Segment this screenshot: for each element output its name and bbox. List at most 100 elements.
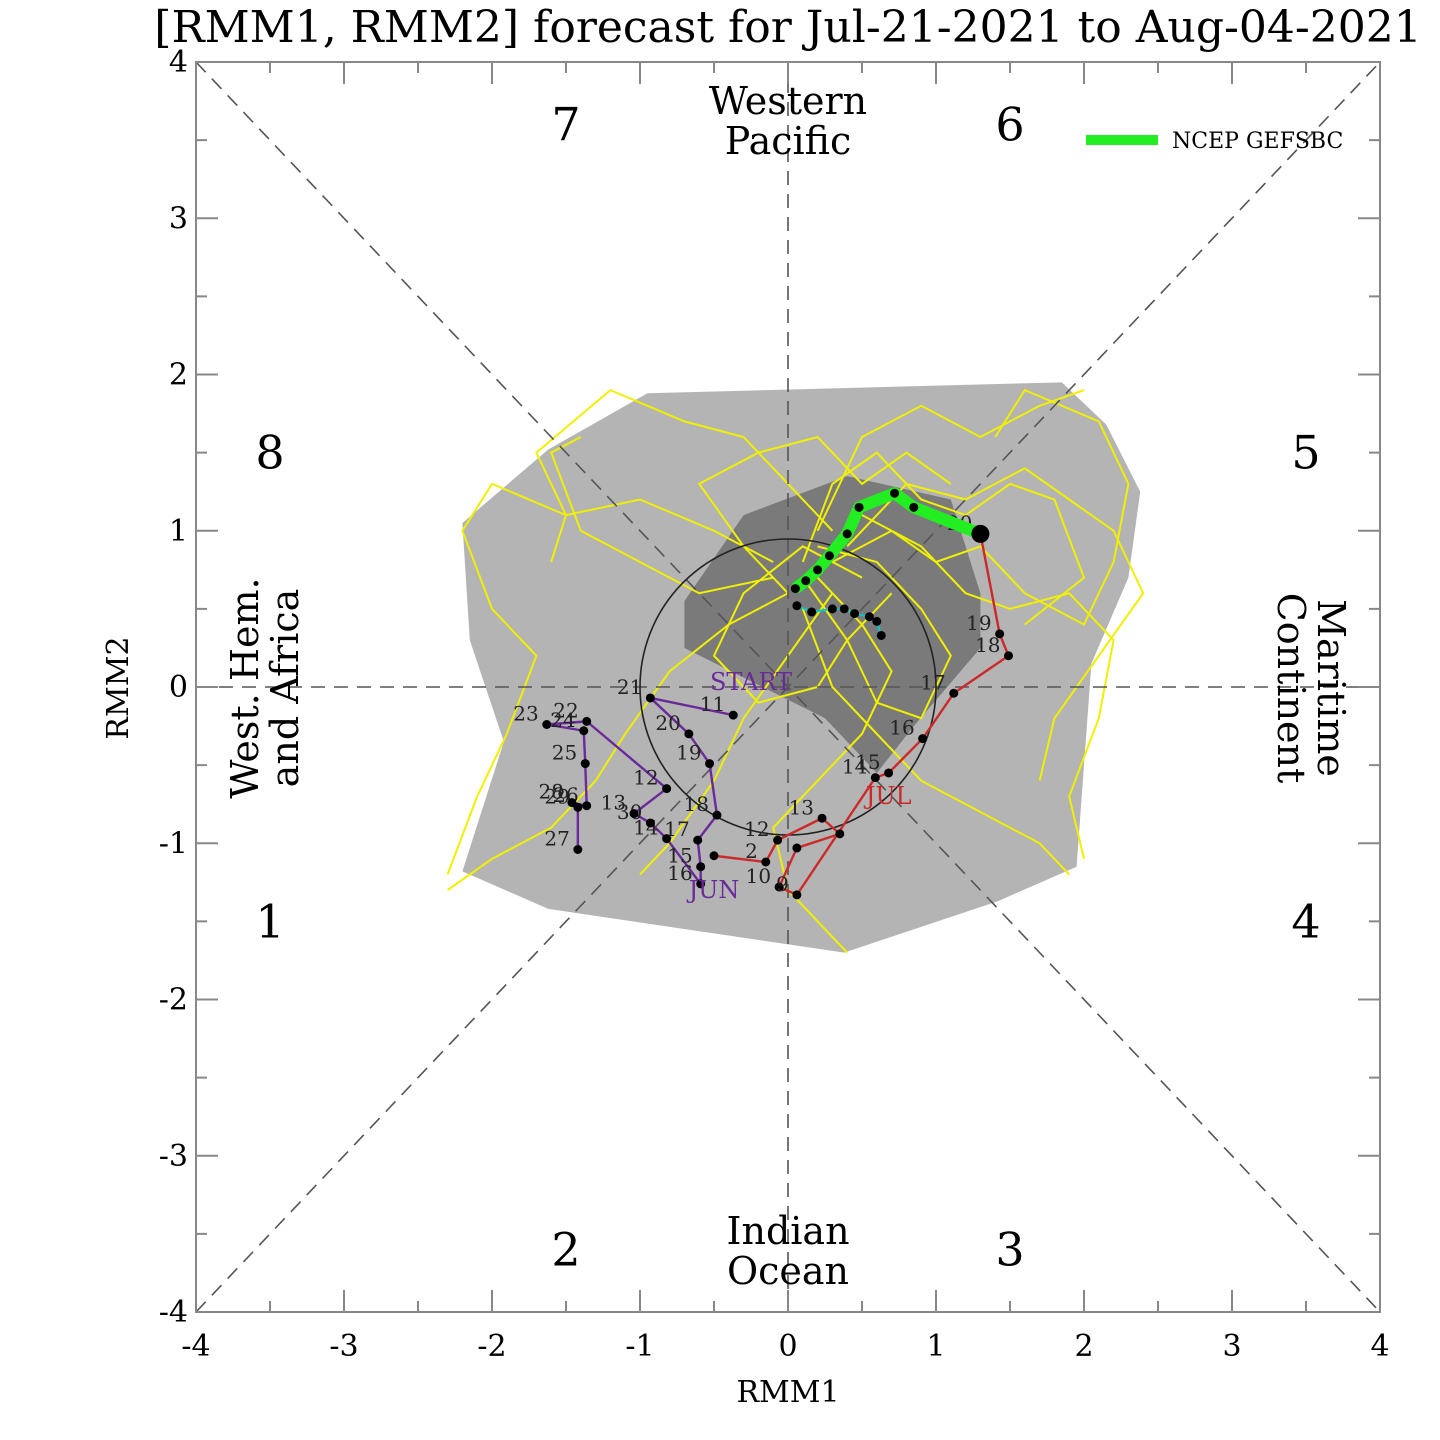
y-tick-label: 1 bbox=[169, 514, 188, 549]
day-label: 15 bbox=[855, 750, 880, 774]
day-label: 20 bbox=[655, 711, 680, 735]
data-point bbox=[864, 612, 874, 622]
data-point bbox=[773, 835, 783, 845]
phase-number: 2 bbox=[551, 1223, 580, 1277]
month-label: JUN bbox=[686, 876, 740, 904]
phase-number: 5 bbox=[1291, 426, 1320, 480]
day-label: 16 bbox=[889, 716, 914, 740]
phase-number: 8 bbox=[255, 426, 284, 480]
day-label: 14 bbox=[633, 816, 658, 840]
ensemble-member-line bbox=[816, 389, 1085, 532]
ensemble-member-line bbox=[712, 545, 863, 704]
data-point bbox=[580, 759, 590, 769]
x-tick-label: 4 bbox=[1370, 1329, 1389, 1364]
data-point bbox=[876, 630, 886, 640]
x-tick-label: -3 bbox=[329, 1329, 358, 1364]
data-point bbox=[582, 716, 592, 726]
phase-number: 7 bbox=[551, 98, 580, 152]
x-tick-label: 1 bbox=[926, 1329, 945, 1364]
x-tick-label: -1 bbox=[625, 1329, 654, 1364]
data-point bbox=[890, 488, 900, 498]
data-point bbox=[872, 616, 882, 626]
data-point bbox=[761, 857, 771, 867]
day-label: 22 bbox=[553, 698, 578, 722]
data-point bbox=[813, 565, 823, 575]
ensemble-member-line bbox=[831, 388, 1130, 626]
data-point bbox=[790, 584, 800, 594]
region-label-bottom: Ocean bbox=[727, 1249, 849, 1293]
month-label: START bbox=[710, 668, 792, 696]
chart-title: [RMM1, RMM2] forecast for Jul-21-2021 to… bbox=[154, 2, 1421, 53]
data-point bbox=[835, 829, 845, 839]
region-label-right: Continent bbox=[1269, 593, 1313, 784]
data-point bbox=[696, 862, 706, 872]
data-point bbox=[792, 890, 802, 900]
region-label-right: Maritime bbox=[1309, 599, 1353, 777]
ensemble-member-line bbox=[447, 592, 789, 891]
data-point bbox=[854, 502, 864, 512]
data-point bbox=[1004, 651, 1014, 661]
y-tick-label: 2 bbox=[169, 358, 188, 393]
y-tick-label: -2 bbox=[159, 983, 188, 1018]
data-point bbox=[693, 835, 703, 845]
x-tick-label: -4 bbox=[181, 1329, 210, 1364]
day-label: 18 bbox=[684, 792, 709, 816]
x-axis-title: RMM1 bbox=[736, 1375, 839, 1410]
legend-label: NCEP GEFSBC bbox=[1172, 129, 1343, 154]
day-label: 17 bbox=[920, 670, 945, 694]
y-tick-label: -3 bbox=[159, 1139, 188, 1174]
ensemble-member-line bbox=[639, 592, 834, 876]
day-label: 27 bbox=[544, 827, 569, 851]
data-point bbox=[918, 734, 928, 744]
data-point bbox=[807, 607, 817, 617]
day-label: 14 bbox=[842, 755, 867, 779]
phase-number: 3 bbox=[995, 1223, 1024, 1277]
data-point bbox=[842, 529, 852, 539]
data-point bbox=[884, 768, 894, 778]
day-label: 23 bbox=[513, 702, 538, 726]
day-label: 24 bbox=[550, 708, 575, 732]
data-point bbox=[579, 726, 589, 736]
day-label: 15 bbox=[667, 844, 692, 868]
data-point bbox=[573, 802, 583, 812]
data-point bbox=[705, 759, 715, 769]
day-label: 16 bbox=[667, 861, 692, 885]
data-point bbox=[582, 801, 592, 811]
region-label-bottom: Indian bbox=[726, 1209, 849, 1253]
day-label: 19 bbox=[676, 741, 701, 765]
data-point bbox=[629, 809, 639, 819]
ensemble-member-line bbox=[801, 608, 1070, 876]
day-label: 21 bbox=[617, 675, 642, 699]
ensemble-member-line bbox=[535, 388, 834, 563]
ensemble-member-line bbox=[772, 576, 893, 954]
day-label: 11 bbox=[700, 692, 725, 716]
ensemble-spread-inner bbox=[684, 476, 981, 773]
day-label: 12 bbox=[633, 766, 658, 790]
x-tick-label: 2 bbox=[1074, 1329, 1093, 1364]
ensemble-member-line bbox=[446, 482, 774, 875]
phase-number: 1 bbox=[255, 894, 284, 948]
x-tick-label: 3 bbox=[1222, 1329, 1241, 1364]
data-point bbox=[662, 784, 672, 794]
month-label: JUL bbox=[863, 782, 912, 810]
data-point bbox=[839, 604, 849, 614]
data-point bbox=[824, 551, 834, 561]
y-tick-label: 4 bbox=[169, 45, 188, 80]
x-tick-label: -2 bbox=[477, 1329, 506, 1364]
data-point bbox=[573, 845, 583, 854]
data-point bbox=[774, 882, 784, 892]
y-tick-label: -4 bbox=[159, 1295, 188, 1330]
day-label: 9 bbox=[776, 872, 789, 896]
phase-number: 6 bbox=[995, 98, 1024, 152]
day-label: 19 bbox=[966, 611, 991, 635]
day-label: 10 bbox=[746, 864, 771, 888]
data-point bbox=[712, 810, 722, 820]
y-tick-label: 3 bbox=[169, 201, 188, 236]
data-point bbox=[995, 629, 1005, 639]
day-label: 2 bbox=[745, 839, 758, 863]
data-point bbox=[792, 601, 802, 611]
data-point bbox=[909, 502, 919, 512]
